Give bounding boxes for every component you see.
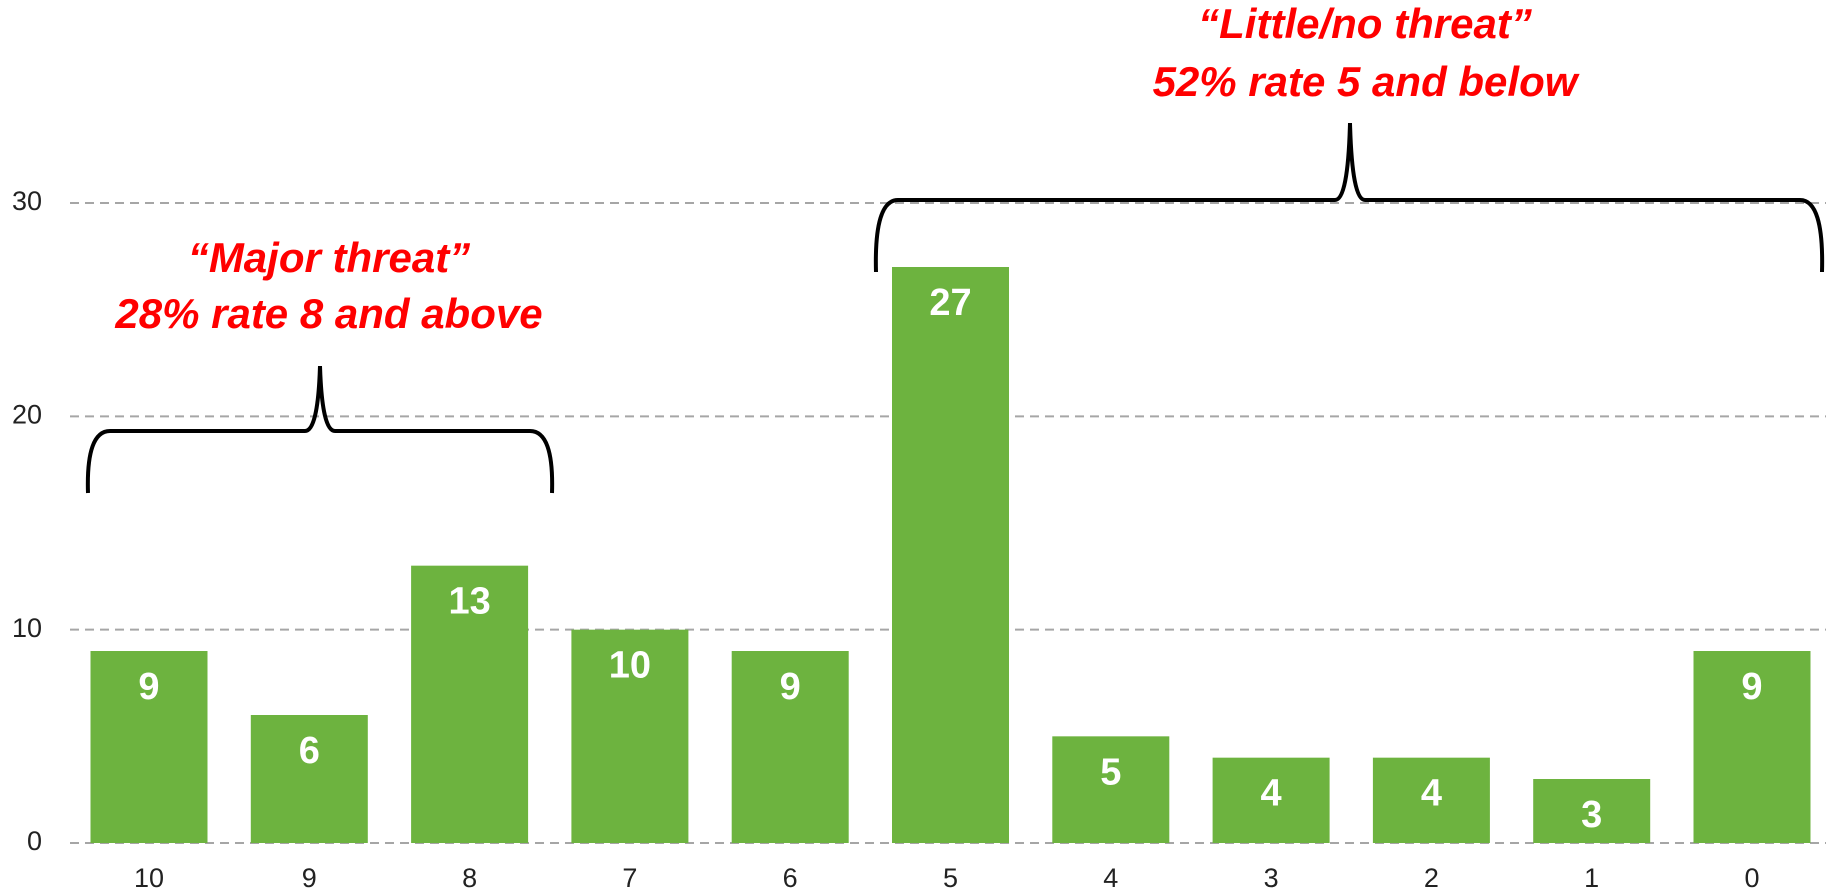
x-tick-label: 6: [783, 863, 798, 893]
bar: [1052, 736, 1170, 843]
data-label: 9: [780, 666, 801, 708]
data-label: 10: [609, 645, 651, 687]
data-label: 3: [1581, 794, 1602, 836]
x-tick-label: 4: [1103, 863, 1118, 893]
x-tick-label: 2: [1424, 863, 1439, 893]
data-label: 13: [448, 581, 490, 623]
annotation: 28% rate 8 and above: [114, 290, 542, 337]
data-label: 6: [299, 730, 320, 772]
bar: [892, 267, 1009, 843]
x-tick-label: 1: [1584, 863, 1599, 893]
bar: [90, 651, 208, 843]
data-label: 5: [1100, 751, 1121, 793]
brace: [873, 122, 1825, 273]
bar: [1372, 757, 1490, 843]
x-tick-label: 8: [462, 863, 477, 893]
bar: [731, 651, 849, 843]
data-label: 9: [138, 666, 159, 708]
bar: [1693, 651, 1811, 843]
y-tick-label: 0: [27, 826, 42, 856]
annotation: “Little/no threat”: [1198, 0, 1532, 47]
x-tick-label: 10: [134, 863, 164, 893]
y-tick-label: 20: [12, 399, 42, 429]
data-label: 4: [1261, 773, 1282, 815]
x-tick-label: 0: [1744, 863, 1759, 893]
annotation: 52% rate 5 and below: [1153, 58, 1580, 105]
bar: [250, 715, 368, 843]
bar: [571, 629, 689, 843]
annotation: “Major threat”: [188, 234, 470, 281]
y-tick-label: 30: [12, 186, 42, 216]
bar: [1212, 757, 1330, 843]
data-label: 9: [1741, 666, 1762, 708]
data-label: 27: [929, 282, 971, 324]
y-tick-label: 10: [12, 613, 42, 643]
x-tick-label: 9: [302, 863, 317, 893]
data-label: 4: [1421, 773, 1442, 815]
x-tick-label: 7: [622, 863, 637, 893]
x-tick-label: 5: [943, 863, 958, 893]
bar: [1533, 779, 1651, 843]
x-tick-label: 3: [1264, 863, 1279, 893]
brace: [85, 365, 555, 494]
bar: [411, 565, 529, 843]
